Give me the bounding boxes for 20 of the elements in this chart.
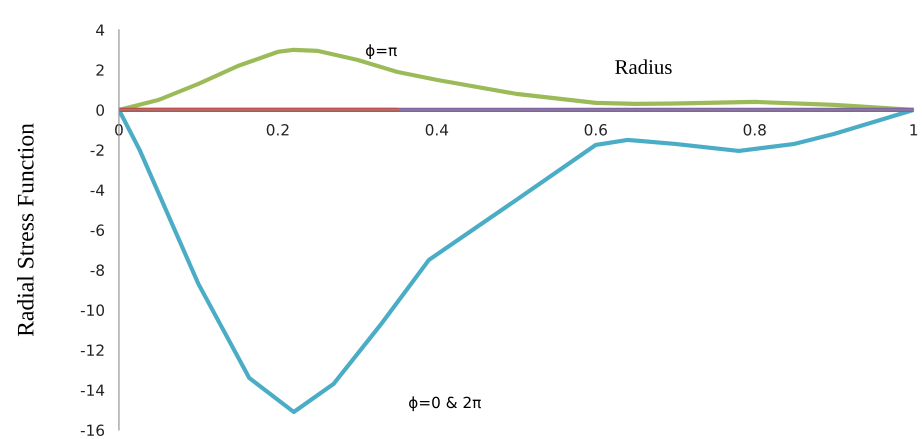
y-axis-title: Radial Stress Function [17, 123, 34, 336]
y-tick-label: -16 [80, 424, 104, 436]
annotation: ϕ=0 & 2π [409, 396, 481, 412]
y-tick-label: 4 [96, 24, 104, 36]
x-tick-label: 0.6 [584, 124, 607, 136]
y-tick-label: -6 [90, 224, 104, 236]
annotation: ϕ=π [366, 44, 397, 60]
x-tick-label: 0.2 [266, 124, 289, 136]
y-tick-label: 0 [96, 104, 104, 116]
y-tick-label: -8 [90, 264, 104, 276]
y-tick-label: -4 [90, 184, 104, 196]
y-tick-label: -12 [80, 344, 104, 356]
y-tick-label: -2 [90, 144, 104, 156]
x-tick-label: 0.8 [744, 124, 766, 136]
x-axis-title: Radius [615, 59, 672, 74]
x-tick-label: 1 [910, 124, 918, 136]
y-tick-label: -10 [80, 304, 104, 316]
y-tick-label: 2 [96, 64, 104, 76]
y-tick-label: -14 [80, 384, 104, 396]
x-tick-label: 0.4 [426, 124, 448, 136]
